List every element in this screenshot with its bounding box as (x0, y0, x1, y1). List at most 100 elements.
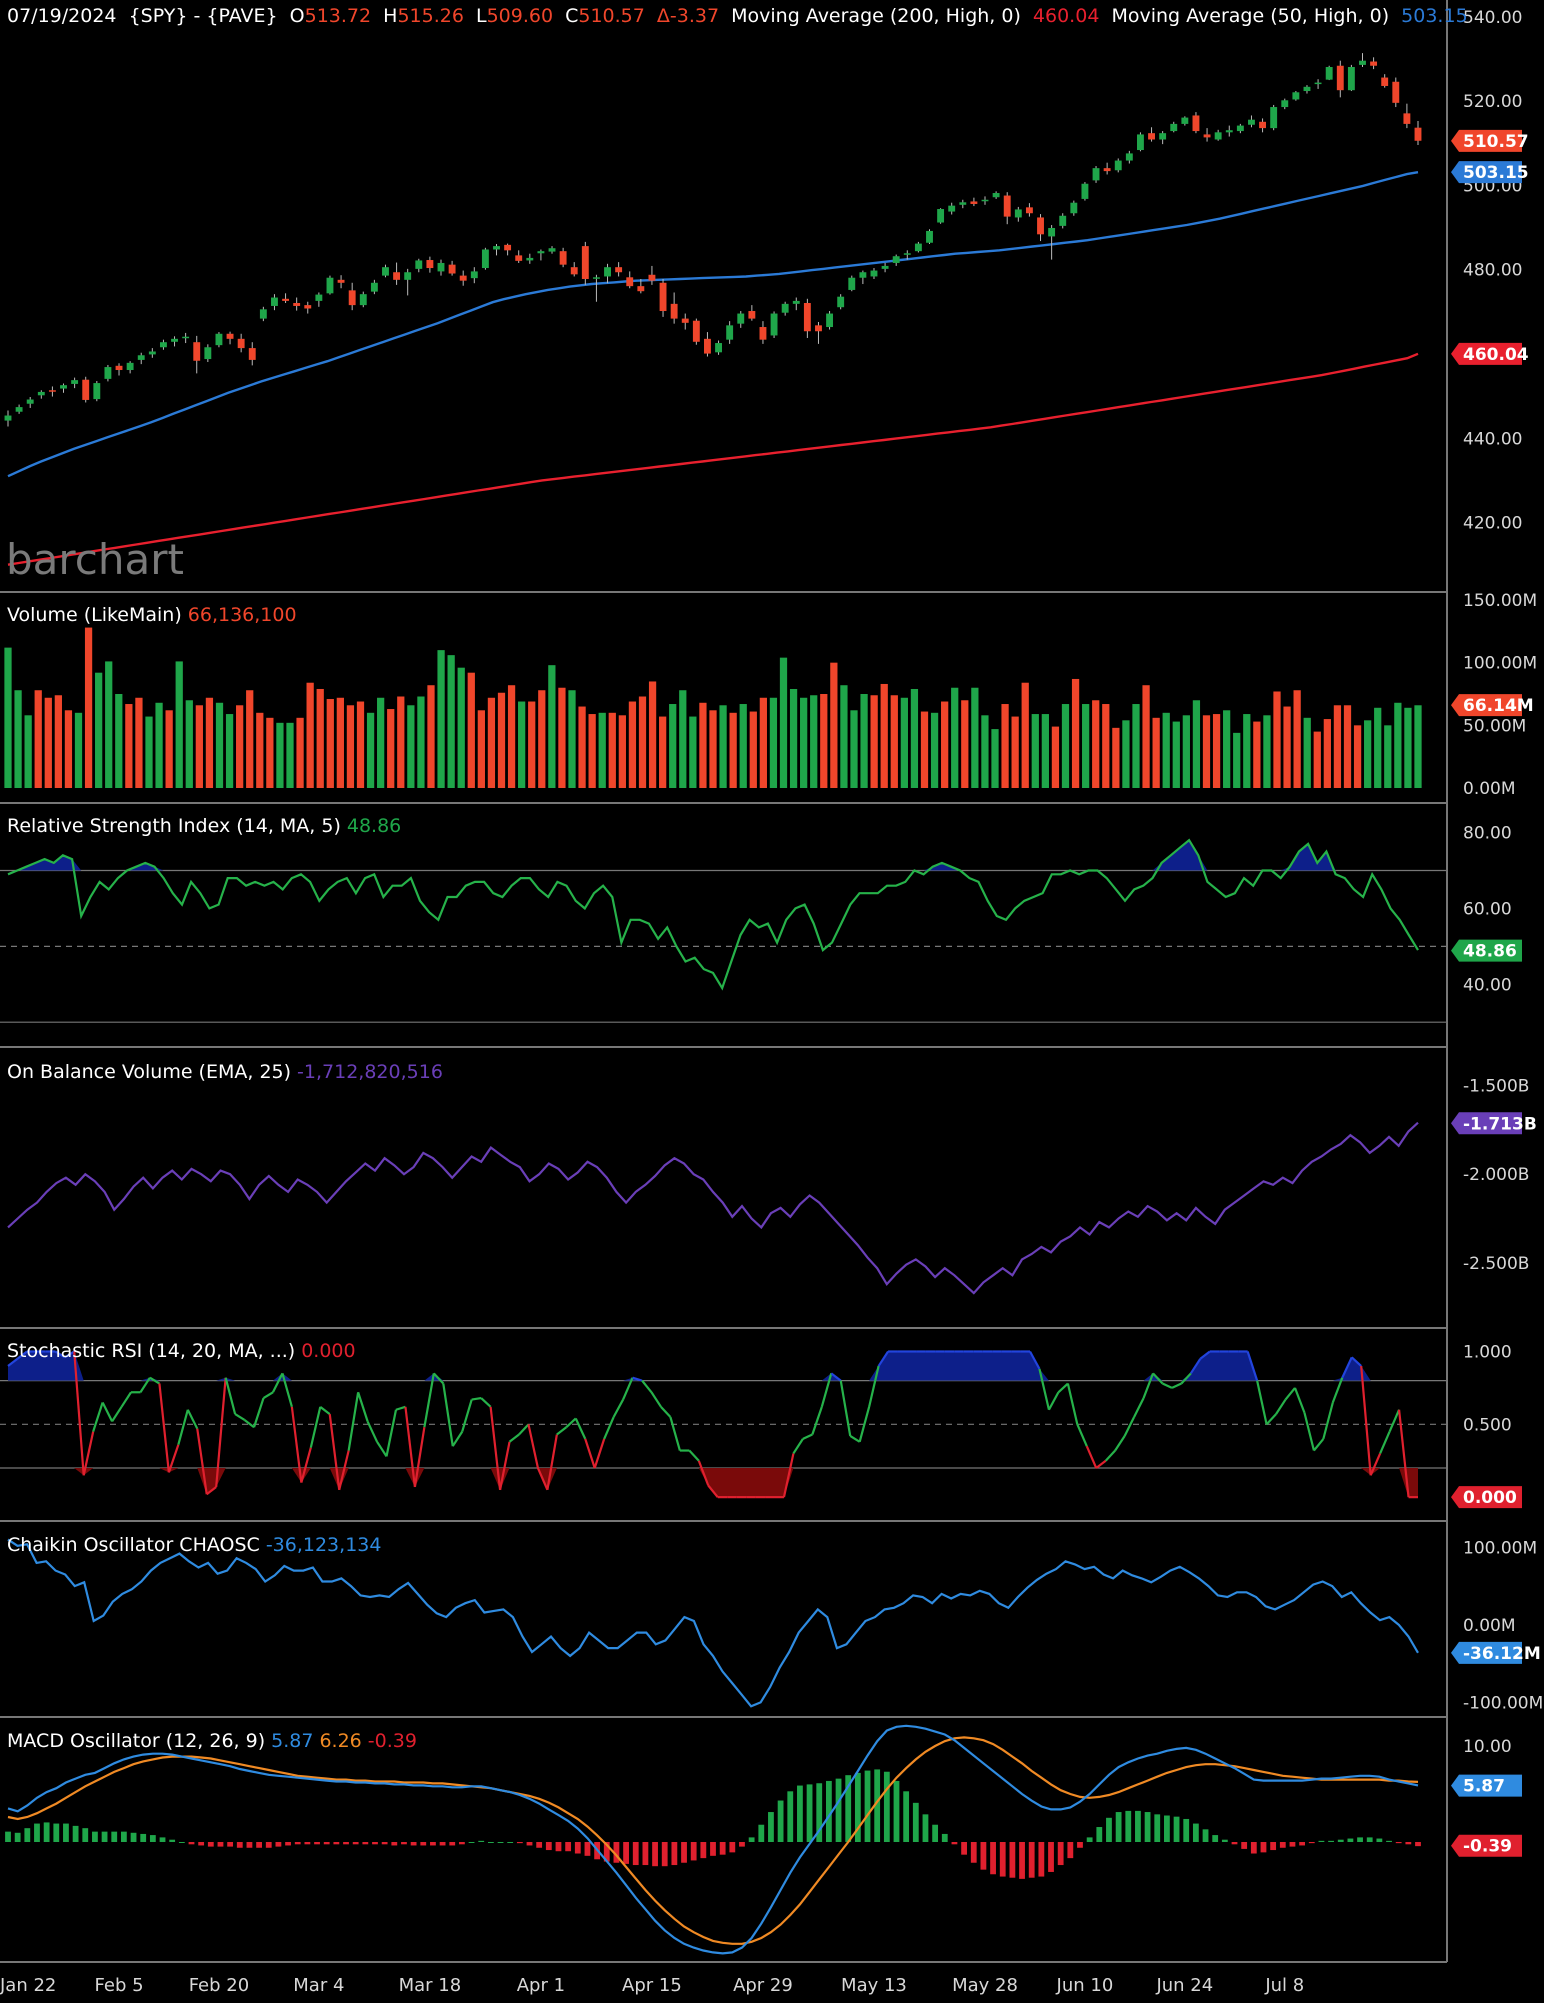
candle-body (459, 275, 467, 281)
stoch-line-segment (1199, 1350, 1211, 1360)
candle-body (914, 243, 922, 252)
candle-body (159, 342, 167, 348)
volume-bar (205, 697, 214, 788)
stoch-line-segment (385, 1409, 398, 1457)
macd-histogram-bar (1376, 1838, 1383, 1842)
macd-histogram-bar (111, 1831, 118, 1842)
volume-bar (215, 702, 224, 788)
candle-body (82, 379, 90, 400)
stoch-line-segment (650, 1391, 662, 1408)
volume-bar (518, 701, 526, 788)
header-close-label: C (565, 5, 578, 27)
rsi-badge: 48.86 (1463, 942, 1517, 962)
candle-body (648, 274, 656, 281)
macd-histogram-bar (970, 1842, 977, 1863)
candle-body (1381, 77, 1389, 86)
volume-bar (588, 714, 596, 788)
header-change: Δ-3.37 (657, 5, 719, 27)
x-tick-label: Mar 18 (399, 1975, 462, 1996)
macd-histogram-bar (777, 1800, 784, 1842)
macd-histogram-bar (24, 1828, 31, 1842)
stoch-line-segment (1152, 1372, 1164, 1385)
candle-body (859, 272, 867, 278)
stoch-line-segment (158, 1383, 170, 1473)
volume-bar (457, 667, 465, 788)
stoch-line-segment (423, 1373, 435, 1428)
macd-histogram-bar (169, 1839, 176, 1842)
candle-body (1170, 123, 1178, 132)
price-badge: 510.57 (1463, 132, 1529, 152)
volume-bar (377, 697, 385, 788)
ma200-line (7, 352, 1419, 566)
macd-histogram-bar (1337, 1839, 1344, 1842)
candle-body (315, 294, 323, 301)
macd-histogram-bar (536, 1842, 543, 1848)
macd-title: MACD Oscillator (12, 26, 9) 5.87 6.26 -0.39 (7, 1730, 417, 1752)
volume-bar (477, 710, 485, 788)
stoch-line-segment (546, 1434, 558, 1491)
macd-title-hist: -0.39 (368, 1730, 417, 1752)
macd-histogram-bar (893, 1780, 900, 1842)
header-symbol: {SPY} - {PAVE} (129, 5, 278, 27)
volume-bar (1384, 725, 1392, 788)
macd-histogram-bar (1164, 1815, 1170, 1842)
volume-bar (397, 696, 405, 788)
macd-histogram-bar (130, 1832, 137, 1842)
macd-histogram-bar (835, 1778, 842, 1842)
volume-bar (1071, 678, 1080, 788)
obv-title-value: -1,712,820,516 (297, 1061, 443, 1083)
volume-bar (427, 685, 435, 788)
header-ma200-label: Moving Average (200, High, 0) (731, 5, 1021, 27)
stoch-line-segment (536, 1467, 549, 1491)
stoch-line-segment (451, 1430, 464, 1447)
rsi-title-value: 48.86 (347, 815, 401, 837)
candle-body (848, 277, 856, 290)
macd-histogram-bar (758, 1824, 765, 1842)
volume-bar (165, 710, 173, 788)
macd-histogram-bar (1241, 1842, 1248, 1849)
candle-body (1192, 115, 1200, 132)
candle-body (1148, 133, 1155, 140)
candle-body (182, 336, 190, 339)
volume-bar (155, 702, 163, 788)
stoch-line-segment (328, 1413, 341, 1491)
stoch-line-segment (820, 1373, 833, 1408)
obv-title-text: On Balance Volume (EMA, 25) (7, 1061, 291, 1083)
volume-bar (507, 685, 516, 788)
macd-histogram-bar (613, 1842, 620, 1863)
volume-bar (1192, 700, 1201, 788)
volume-bar (941, 701, 949, 788)
rsi-title-text: Relative Strength Index (14, MA, 5) (7, 815, 341, 837)
volume-bar (236, 705, 244, 788)
macd-histogram-bar (797, 1785, 803, 1842)
candle-body (1125, 153, 1133, 161)
candle-body (15, 407, 23, 412)
macd-histogram-bar (1154, 1814, 1161, 1842)
stoch-line-segment (395, 1405, 406, 1411)
stoch-badge: 0.000 (1463, 1488, 1517, 1508)
stoch-line-segment (16, 1350, 28, 1360)
volume-bar (528, 701, 536, 788)
stoch-line-segment (669, 1416, 681, 1451)
candle-body (26, 399, 34, 404)
candle-body (592, 277, 600, 279)
volume-bar (689, 716, 697, 788)
candle-body (337, 279, 345, 283)
candle-body (970, 201, 978, 204)
macd-histogram-bar (912, 1802, 919, 1842)
rsi-overbought-fill (8, 840, 1418, 871)
stoch-line-segment (1076, 1423, 1088, 1447)
macd-histogram-bar (236, 1842, 243, 1848)
volume-bar (548, 665, 556, 788)
volume-bar (779, 657, 788, 788)
macd-histogram-bar (323, 1842, 330, 1845)
macd-histogram-bar (545, 1842, 552, 1851)
candle-body (1159, 133, 1167, 140)
obv-title: On Balance Volume (EMA, 25) -1,712,820,51… (7, 1061, 443, 1083)
macd-histogram-bar (1260, 1842, 1267, 1853)
y-tick-label: 150.00M (1463, 591, 1537, 611)
macd-histogram-bar (710, 1842, 716, 1856)
volume-bar (1394, 702, 1402, 788)
stoch-line-segment (224, 1377, 237, 1415)
macd-histogram-bar (903, 1791, 910, 1842)
